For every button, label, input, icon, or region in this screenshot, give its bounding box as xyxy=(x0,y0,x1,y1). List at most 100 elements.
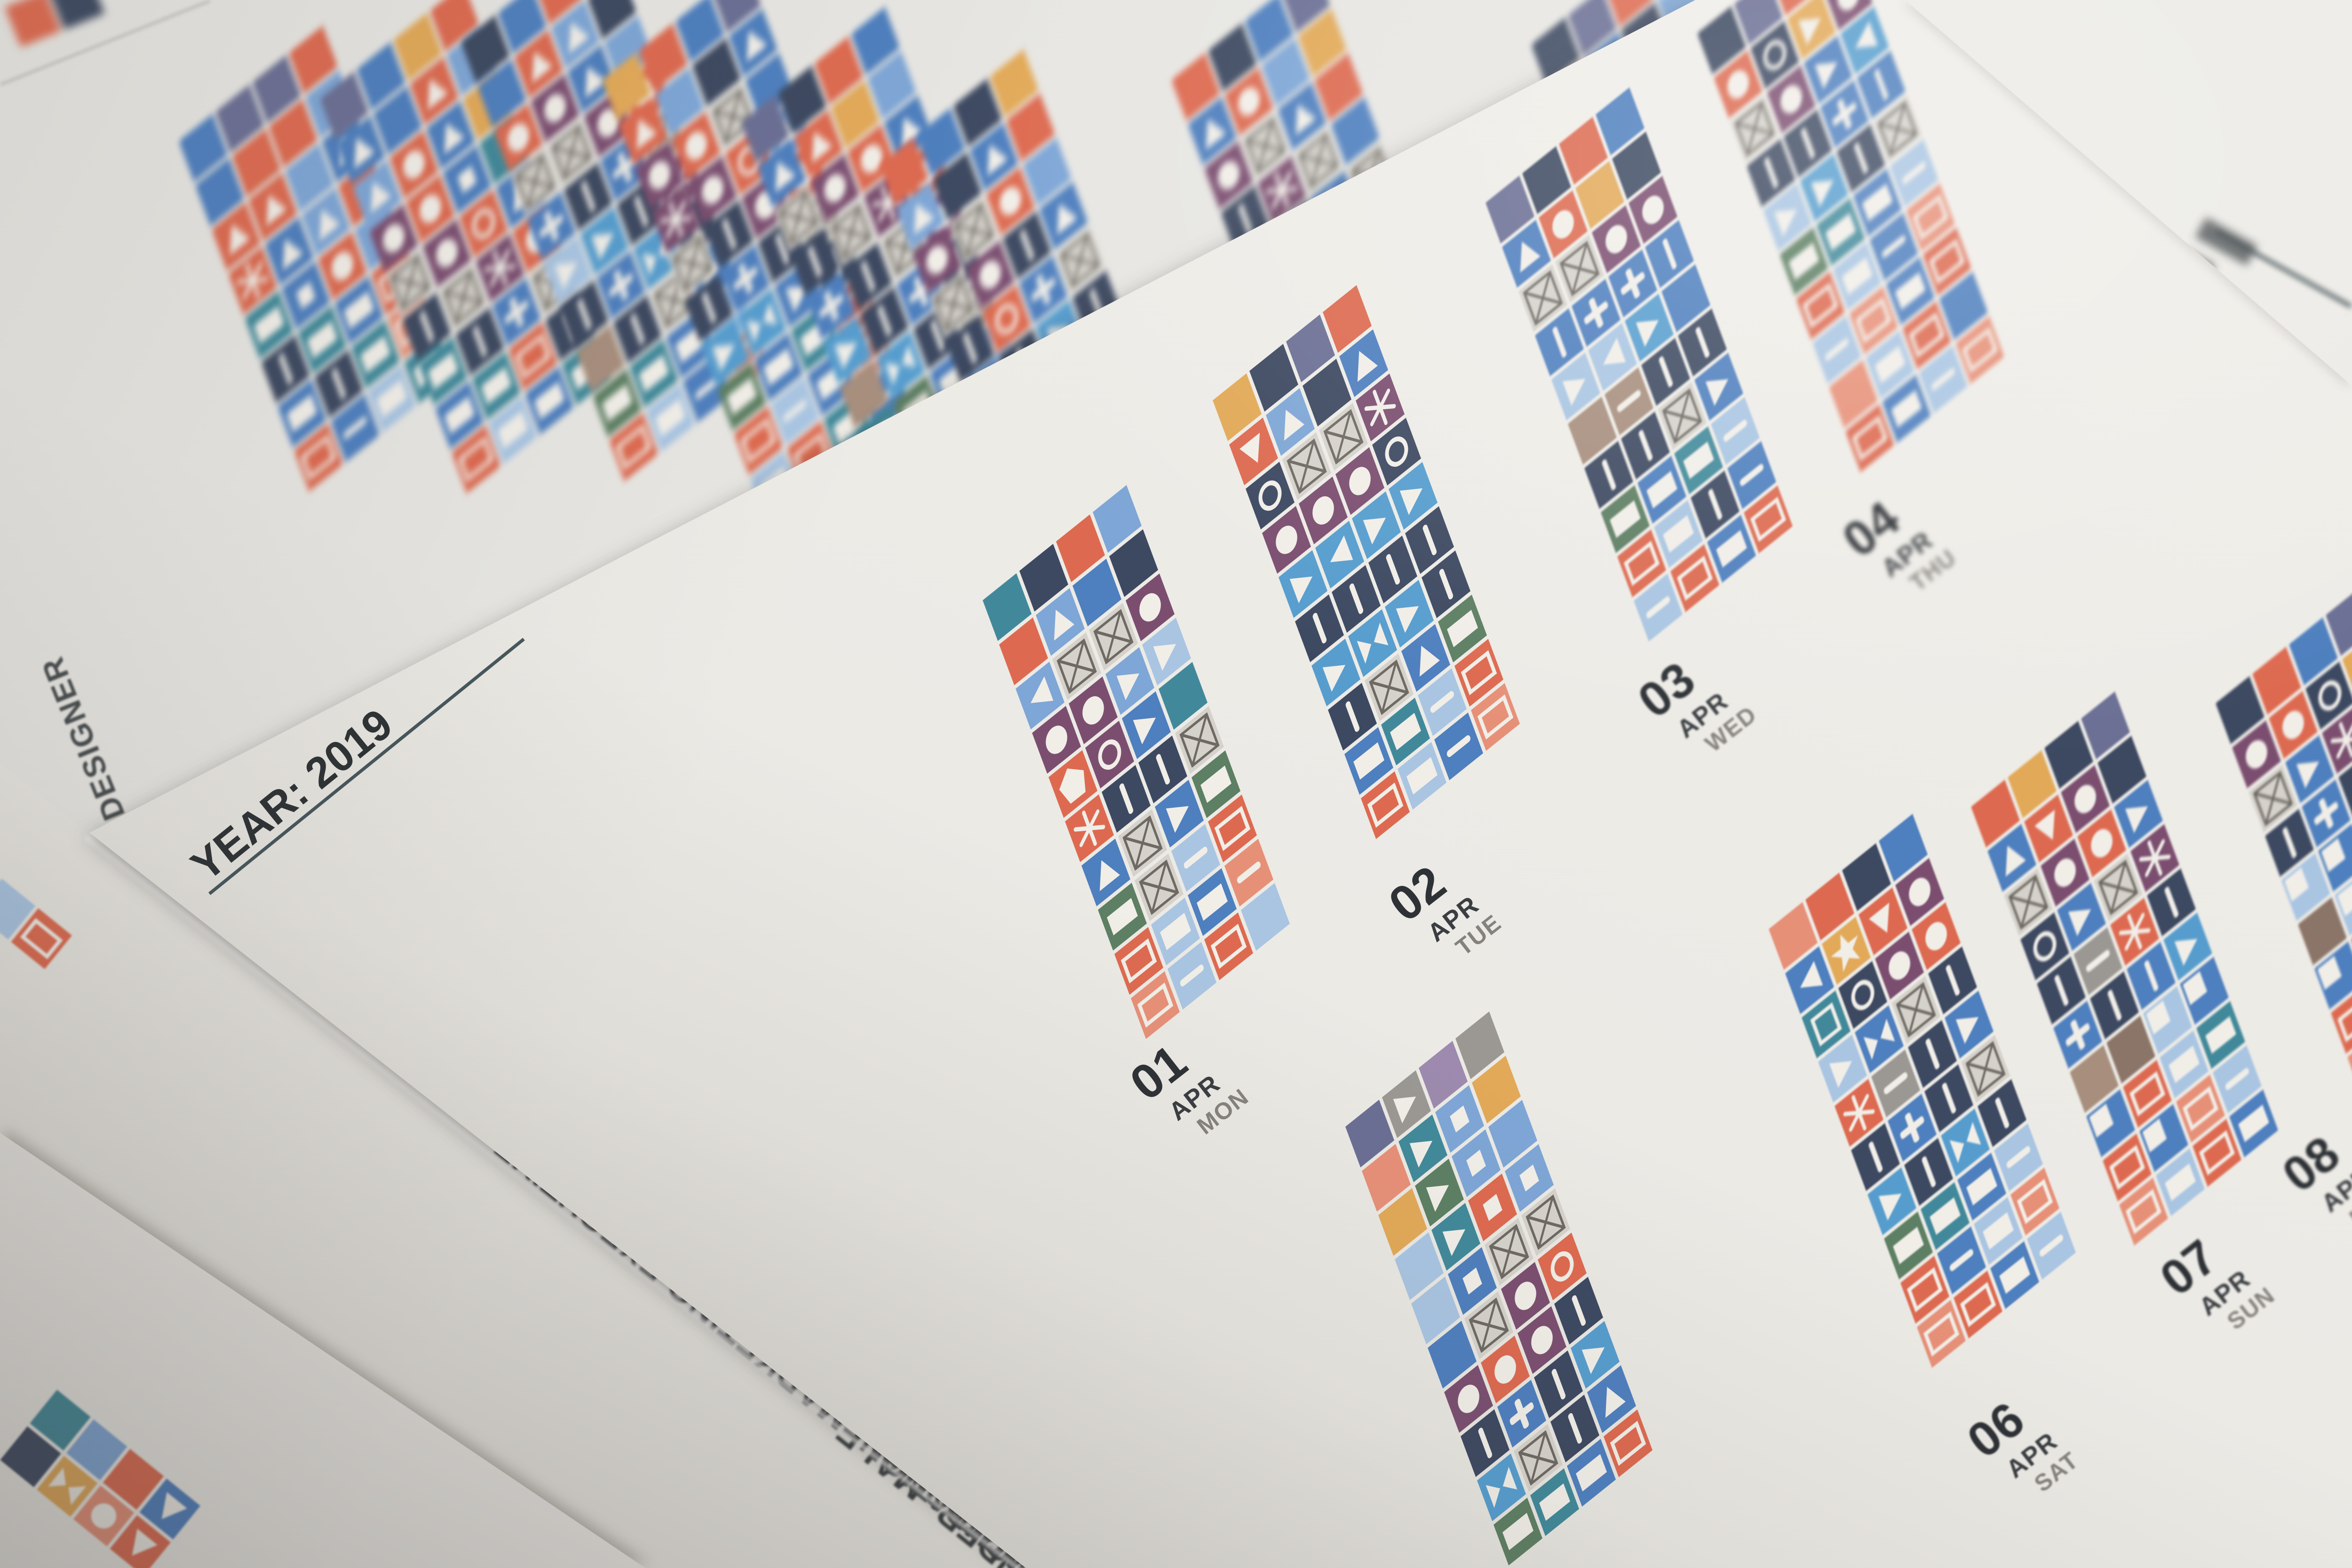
ci-glyph-icon xyxy=(861,144,882,173)
tile xyxy=(1974,1197,2023,1265)
tl-glyph-icon xyxy=(1603,338,1626,365)
hb-glyph-icon xyxy=(1825,338,1849,361)
wr-glyph-icon xyxy=(534,382,565,420)
tile xyxy=(1796,271,1845,340)
tile xyxy=(1518,1306,1566,1374)
bw-glyph-icon xyxy=(1949,1122,1981,1163)
ci-glyph-icon xyxy=(1531,1326,1553,1354)
tile xyxy=(1904,1138,1953,1206)
tile xyxy=(494,103,543,172)
tile xyxy=(334,276,383,344)
tile xyxy=(1382,1070,1431,1138)
hr-glyph-icon xyxy=(1214,806,1251,851)
tile xyxy=(1572,279,1621,347)
wr-glyph-icon xyxy=(1160,913,1191,950)
tr-glyph-icon xyxy=(591,233,614,260)
tile xyxy=(1691,470,1740,539)
tile xyxy=(2086,1089,2135,1157)
tile xyxy=(721,245,770,312)
bw-glyph-icon xyxy=(1486,1466,1518,1508)
xb-glyph-icon xyxy=(551,124,592,181)
wr-glyph-icon xyxy=(638,355,669,392)
bw-glyph-icon xyxy=(746,302,778,343)
tile xyxy=(2094,853,2143,922)
wr-glyph-icon xyxy=(1842,257,1873,295)
tile xyxy=(1118,809,1167,877)
tile xyxy=(110,1515,171,1568)
tile xyxy=(1151,898,1200,965)
tile xyxy=(1912,902,1961,970)
tile xyxy=(1812,316,1861,384)
tile xyxy=(2335,868,2352,936)
hf-glyph-icon xyxy=(2146,1000,2171,1035)
vb-glyph-icon xyxy=(332,368,346,399)
tile xyxy=(1016,661,1065,730)
ri-glyph-icon xyxy=(1258,480,1282,511)
vb-glyph-icon xyxy=(473,326,487,357)
tile xyxy=(1448,1247,1497,1315)
ci-glyph-icon xyxy=(1218,161,1240,190)
tr-glyph-icon xyxy=(1426,1185,1449,1212)
xb-glyph-icon xyxy=(933,276,974,332)
wr-glyph-icon xyxy=(286,394,318,432)
tile xyxy=(2119,1178,2168,1246)
hb-glyph-icon xyxy=(1184,846,1208,869)
tile xyxy=(426,101,475,169)
tile xyxy=(946,314,994,382)
vb-glyph-icon xyxy=(1708,489,1723,520)
wr-glyph-icon xyxy=(497,411,528,449)
tile xyxy=(228,247,277,315)
tile xyxy=(1941,1108,1990,1177)
tu-glyph-icon xyxy=(266,195,287,226)
tile xyxy=(1849,287,1898,354)
sq-glyph-icon xyxy=(1466,1149,1486,1177)
vb-glyph-icon xyxy=(702,292,716,323)
xb-glyph-icon xyxy=(1369,659,1409,716)
wr-glyph-icon xyxy=(428,352,459,390)
tile xyxy=(1114,927,1163,995)
hb-glyph-icon xyxy=(1723,420,1747,442)
tr-glyph-icon xyxy=(1562,379,1586,406)
blurred-text-smudge xyxy=(2195,217,2258,266)
tile xyxy=(771,377,819,445)
wr-glyph-icon xyxy=(1447,610,1478,647)
pl-glyph-icon xyxy=(2066,1019,2090,1050)
vb-glyph-icon xyxy=(722,219,737,250)
tile xyxy=(1550,1394,1599,1463)
tile xyxy=(1056,226,1104,294)
ri-glyph-icon xyxy=(1851,979,1875,1011)
tile xyxy=(1229,417,1278,486)
ci-glyph-icon xyxy=(1139,593,1161,622)
hb-glyph-icon xyxy=(1883,1072,1907,1094)
tile xyxy=(1711,397,1760,465)
bw-glyph-icon xyxy=(1357,622,1389,664)
vb-glyph-icon xyxy=(963,333,977,364)
tr-glyph-icon xyxy=(554,263,578,290)
wr-glyph-icon xyxy=(1663,515,1694,553)
tu-glyph-icon xyxy=(1099,860,1120,891)
tile xyxy=(1601,485,1650,553)
hr-glyph-icon xyxy=(1960,1282,1996,1327)
tile xyxy=(1707,515,1756,583)
tile xyxy=(1049,750,1097,818)
xb-glyph-icon xyxy=(443,269,484,326)
tile xyxy=(823,316,872,384)
tile xyxy=(1588,323,1637,391)
tile xyxy=(1859,887,1907,955)
tile xyxy=(2305,661,2352,730)
ci-glyph-icon xyxy=(544,94,566,123)
sq-glyph-icon xyxy=(1450,1105,1470,1133)
tile xyxy=(1102,765,1151,833)
tile xyxy=(827,199,876,266)
ci-glyph-icon xyxy=(1780,85,1802,114)
hf-glyph-icon xyxy=(2317,955,2342,990)
tile xyxy=(1538,1233,1587,1300)
tr-glyph-icon xyxy=(1153,644,1176,671)
tile xyxy=(1266,388,1315,456)
tile xyxy=(410,57,459,125)
tile xyxy=(1356,374,1405,441)
tile xyxy=(1802,990,1851,1059)
tile xyxy=(2077,809,2126,877)
tile xyxy=(1344,727,1393,795)
xb-glyph-icon xyxy=(1523,270,1563,326)
